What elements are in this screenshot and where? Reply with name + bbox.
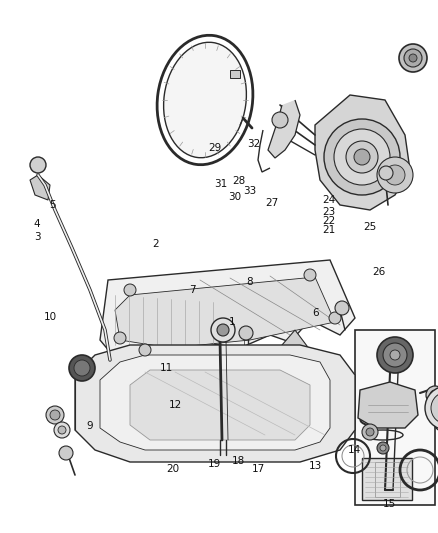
Bar — [362, 458, 412, 500]
Circle shape — [380, 445, 386, 451]
Circle shape — [304, 269, 316, 281]
Circle shape — [211, 318, 235, 342]
Text: 10: 10 — [44, 312, 57, 322]
Polygon shape — [30, 175, 50, 200]
Text: 1: 1 — [229, 318, 236, 327]
Text: 25: 25 — [364, 222, 377, 231]
Polygon shape — [315, 95, 410, 210]
Text: 27: 27 — [265, 198, 278, 207]
Circle shape — [377, 157, 413, 193]
Circle shape — [377, 337, 413, 373]
Bar — [375, 462, 400, 497]
Text: 26: 26 — [372, 267, 385, 277]
Text: 5: 5 — [49, 200, 56, 210]
Circle shape — [329, 312, 341, 324]
Text: 7: 7 — [189, 286, 196, 295]
Circle shape — [46, 406, 64, 424]
Circle shape — [324, 119, 400, 195]
Circle shape — [69, 355, 95, 381]
Text: 13: 13 — [309, 462, 322, 471]
Circle shape — [54, 422, 70, 438]
Text: 24: 24 — [322, 195, 335, 205]
Text: 8: 8 — [246, 278, 253, 287]
Ellipse shape — [268, 283, 282, 293]
Text: 21: 21 — [322, 225, 335, 235]
Polygon shape — [100, 355, 330, 450]
Circle shape — [217, 324, 229, 336]
Text: 6: 6 — [312, 309, 319, 318]
Circle shape — [385, 165, 405, 185]
Text: 11: 11 — [160, 363, 173, 373]
Text: 9: 9 — [86, 422, 93, 431]
Circle shape — [379, 166, 393, 180]
Circle shape — [334, 129, 390, 185]
Circle shape — [354, 149, 370, 165]
Circle shape — [114, 332, 126, 344]
Bar — [355, 330, 435, 505]
Text: 29: 29 — [208, 143, 221, 153]
Text: 15: 15 — [383, 499, 396, 508]
Circle shape — [362, 424, 378, 440]
Text: 14: 14 — [348, 446, 361, 455]
Text: 31: 31 — [215, 179, 228, 189]
Text: 30: 30 — [228, 192, 241, 202]
Text: 19: 19 — [208, 459, 221, 469]
Circle shape — [426, 386, 438, 404]
Circle shape — [390, 350, 400, 360]
Circle shape — [377, 442, 389, 454]
Circle shape — [399, 44, 427, 72]
Circle shape — [335, 301, 349, 315]
Circle shape — [383, 343, 407, 367]
Text: 32: 32 — [247, 139, 261, 149]
Circle shape — [139, 344, 151, 356]
Text: 18: 18 — [232, 456, 245, 466]
Polygon shape — [282, 330, 310, 365]
Circle shape — [425, 386, 438, 430]
Polygon shape — [100, 260, 355, 358]
Text: 3: 3 — [34, 232, 41, 242]
Circle shape — [74, 360, 90, 376]
Polygon shape — [130, 370, 310, 440]
Text: 2: 2 — [152, 239, 159, 249]
Circle shape — [431, 392, 438, 424]
Polygon shape — [268, 100, 300, 158]
Circle shape — [433, 408, 438, 432]
Circle shape — [430, 390, 438, 400]
Circle shape — [239, 326, 253, 340]
Text: 12: 12 — [169, 400, 182, 410]
Text: 22: 22 — [322, 216, 335, 226]
Circle shape — [59, 446, 73, 460]
Circle shape — [409, 54, 417, 62]
Text: 33: 33 — [243, 186, 256, 196]
Text: 4: 4 — [34, 219, 41, 229]
Polygon shape — [75, 345, 355, 462]
Text: 20: 20 — [166, 464, 180, 474]
Circle shape — [50, 410, 60, 420]
Circle shape — [124, 284, 136, 296]
Ellipse shape — [164, 42, 247, 158]
Circle shape — [366, 428, 374, 436]
Circle shape — [346, 141, 378, 173]
Circle shape — [30, 157, 46, 173]
Circle shape — [58, 426, 66, 434]
Circle shape — [404, 49, 422, 67]
Bar — [230, 70, 240, 78]
Text: 28: 28 — [232, 176, 245, 186]
Polygon shape — [115, 277, 335, 348]
Text: 17: 17 — [252, 464, 265, 474]
Text: 23: 23 — [322, 207, 335, 217]
Circle shape — [272, 112, 288, 128]
Polygon shape — [358, 382, 418, 428]
